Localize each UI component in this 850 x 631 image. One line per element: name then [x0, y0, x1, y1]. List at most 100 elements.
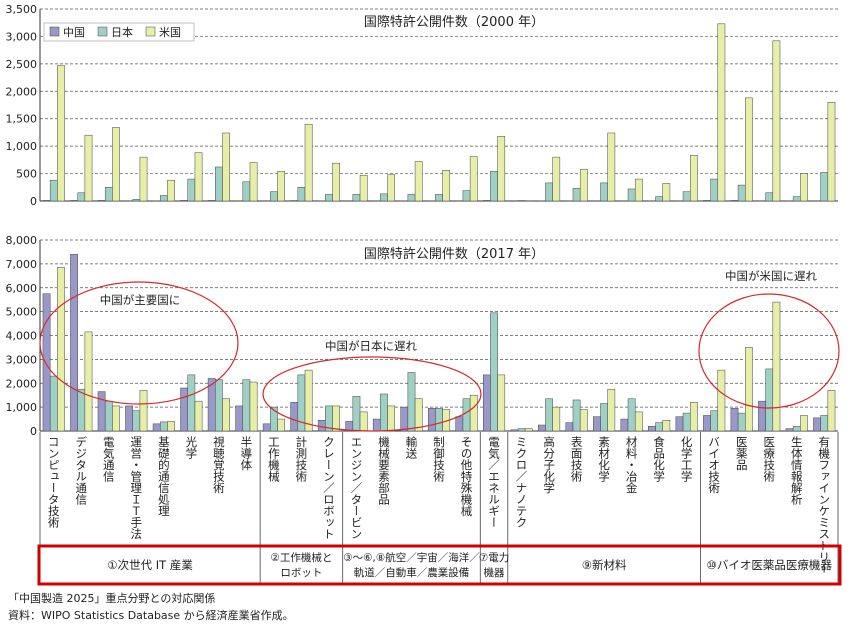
annotation-ellipse [698, 293, 840, 409]
category-label: 医薬品 [735, 436, 749, 471]
bar-日本 [242, 379, 251, 432]
bar-米国 [772, 301, 781, 432]
bar-中国 [262, 423, 271, 432]
annotation-text: 中国が日本に遅れ [325, 339, 417, 353]
bar-米国 [469, 156, 478, 202]
category-label: 化学工学 [680, 435, 694, 482]
bar-日本 [710, 178, 719, 202]
bar-中国 [620, 418, 629, 432]
bar-中国 [730, 408, 739, 432]
bar-中国 [482, 374, 491, 432]
category-label: 素材化学 [597, 436, 611, 482]
bar-米国 [167, 421, 175, 432]
bar-日本 [765, 368, 774, 432]
bar-米国 [717, 23, 726, 202]
group-label: ②工作機械と [270, 551, 332, 564]
bar-日本 [462, 398, 471, 432]
bar-日本 [104, 187, 113, 202]
bar-日本 [682, 412, 691, 432]
bar-日本 [545, 398, 553, 432]
bar-中国 [70, 254, 78, 432]
category-label: 生体情報解析 [790, 435, 804, 506]
legend-label: 米国 [159, 26, 181, 39]
category-label: ミクロ／ナノテク [515, 436, 529, 528]
bar-日本 [820, 415, 829, 432]
bar-米国 [607, 132, 616, 202]
category-label: デジタル通信 [74, 435, 88, 506]
bar-米国 [57, 65, 65, 202]
category-label: 工作機械 [267, 436, 281, 483]
bar-中国 [97, 200, 106, 202]
category-label: クレーン／ロボット [322, 436, 336, 540]
bar-日本 [132, 199, 141, 202]
category-label: 制御技術 [432, 436, 446, 482]
annotation-ellipse [39, 281, 239, 405]
y-tick-label: 3,500 [6, 3, 38, 16]
bar-中国 [125, 405, 133, 432]
bar-米国 [634, 178, 643, 202]
bar-米国 [497, 374, 506, 432]
bar-中国 [675, 416, 684, 432]
bar-日本 [545, 182, 553, 202]
bar-中国 [97, 391, 106, 432]
bar-中国 [703, 415, 711, 432]
bar-中国 [813, 417, 821, 432]
y-tick-label: 8,000 [6, 234, 38, 247]
y-tick-label: 7,000 [6, 258, 38, 271]
category-label: 基礎的通信処理 [157, 436, 171, 517]
group-label: ⑦電力 [479, 551, 509, 564]
bar-日本 [627, 188, 636, 202]
bar-米国 [249, 162, 258, 202]
bar-日本 [159, 195, 168, 202]
y-tick-label: 500 [16, 168, 37, 181]
title-bg [369, 14, 539, 30]
bar-米国 [222, 132, 230, 202]
bar-米国 [827, 390, 836, 432]
category-label: 電気通信 [102, 436, 116, 483]
category-label: 視聴覚技術 [212, 435, 226, 493]
category-label: 表面技術 [570, 435, 584, 482]
bar-米国 [414, 398, 423, 432]
bar-米国 [277, 171, 285, 202]
bar-日本 [77, 192, 86, 202]
bar-日本 [710, 410, 719, 432]
bar-中国 [42, 293, 51, 432]
chart-2017: 0 1,000 2,000 3,000 4,000 5,000 6,000 7,000 8,00… [6, 234, 840, 438]
title-bg [369, 246, 539, 262]
bar-中国 [730, 200, 739, 202]
chart-title: 国際特許公開件数（2017 年） [364, 247, 544, 262]
bar-日本 [380, 193, 388, 202]
bar-日本 [765, 192, 774, 202]
group-label: ロボット [280, 567, 322, 579]
bar-日本 [792, 425, 801, 432]
category-label: 計測技術 [294, 435, 308, 482]
bar-日本 [600, 403, 608, 432]
y-tick-label: 3,000 [6, 353, 38, 366]
bar-米国 [249, 381, 258, 432]
y-tick-label: 2,000 [6, 85, 38, 98]
bar-米国 [57, 267, 65, 432]
y-tick-label: 6,000 [6, 282, 38, 295]
bar-日本 [187, 178, 196, 202]
bar-米国 [387, 405, 396, 432]
bar-日本 [490, 312, 498, 432]
bar-中国 [207, 200, 216, 202]
bar-米国 [497, 136, 506, 202]
bar-米国 [772, 40, 781, 202]
bar-中国 [703, 200, 711, 202]
source-note: 資料：WIPO Statistics Database から経済産業省作成。 [8, 609, 294, 622]
bar-中国 [538, 424, 546, 432]
y-tick-label: 0 [30, 195, 37, 208]
category-label: 有機ファインケミストリー [817, 435, 831, 574]
bar-中国 [785, 428, 794, 432]
category-label: 食品化学 [652, 435, 666, 482]
bar-中国 [482, 200, 491, 202]
bar-日本 [627, 398, 636, 432]
category-label: 高分子化学 [542, 435, 556, 493]
bar-米国 [662, 183, 671, 202]
group-table-frame [37, 544, 842, 586]
bar-日本 [820, 172, 829, 202]
bar-日本 [215, 379, 223, 432]
